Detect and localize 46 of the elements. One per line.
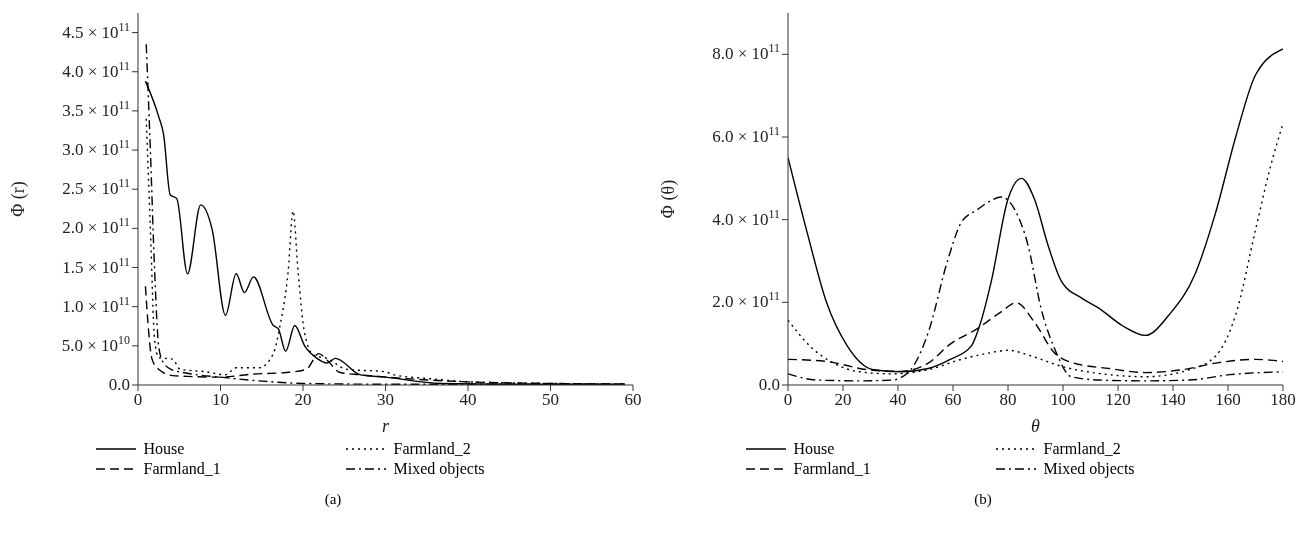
y-tick-label: 0.0: [758, 375, 780, 394]
legend-label: Farmland_2: [1043, 440, 1121, 458]
legend-label: Farmland_1: [793, 460, 871, 478]
x-tick-label: 30: [377, 390, 394, 410]
x-tick-label: 180: [1270, 390, 1296, 410]
x-axis-title: r: [381, 416, 390, 436]
legend-label: Mixed objects: [393, 460, 485, 478]
y-tick-label: 5.0 × 10$^{10}$: [61, 332, 131, 355]
y-tick-label: 1.0 × 10$^{11}$: [62, 293, 131, 316]
legend-label: Farmland_2: [393, 440, 471, 458]
y-tick-label: 4.0 × 10$^{11}$: [712, 206, 781, 229]
y-tick-label: 2.0 × 10$^{11}$: [62, 215, 131, 238]
x-axis-title: θ: [1031, 416, 1041, 436]
y-tick-label: 4.0 × 10$^{11}$: [62, 58, 131, 81]
x-tick-label: 60: [944, 390, 962, 410]
text: (b): [973, 491, 993, 508]
x-tick-label: 80: [999, 390, 1017, 410]
x-tick-label: 140: [1160, 390, 1186, 410]
y-axis-title: Φ (r): [8, 181, 30, 217]
text: (a): [323, 491, 343, 508]
x-tick-label: 20: [834, 390, 852, 410]
x-tick-label: 50: [542, 390, 559, 410]
x-tick-label: 120: [1105, 390, 1131, 410]
y-tick-label: 2.5 × 10$^{11}$: [62, 176, 131, 199]
y-tick-label: 8.0 × 10$^{11}$: [712, 41, 781, 64]
x-tick-label: 40: [459, 390, 477, 410]
legend-label: House: [793, 440, 835, 458]
x-tick-label: 0: [783, 390, 793, 410]
y-tick-label: 6.0 × 10$^{11}$: [712, 124, 781, 146]
y-tick-label: 3.5 × 10$^{11}$: [62, 97, 131, 120]
legend-label: Farmland_1: [143, 460, 221, 478]
y-tick-label: 4.5 × 10$^{11}$: [62, 19, 131, 42]
x-tick-label: 60: [624, 390, 642, 410]
x-tick-label: 100: [1050, 390, 1076, 410]
y-tick-label: 0.0: [108, 375, 130, 394]
y-tick-label: 3.0 × 10$^{11}$: [62, 137, 131, 160]
y-tick-label: 2.0 × 10$^{11}$: [712, 289, 781, 312]
legend-label: Mixed objects: [1043, 460, 1135, 478]
x-tick-label: 160: [1215, 390, 1241, 410]
x-tick-label: 10: [212, 390, 229, 410]
x-tick-label: 0: [133, 390, 143, 410]
x-tick-label: 20: [294, 390, 312, 410]
legend-label: House: [143, 440, 185, 458]
y-tick-label: 1.5 × 10$^{11}$: [62, 254, 131, 277]
x-tick-label: 40: [889, 390, 907, 410]
y-axis-title: Φ (θ): [658, 179, 680, 219]
